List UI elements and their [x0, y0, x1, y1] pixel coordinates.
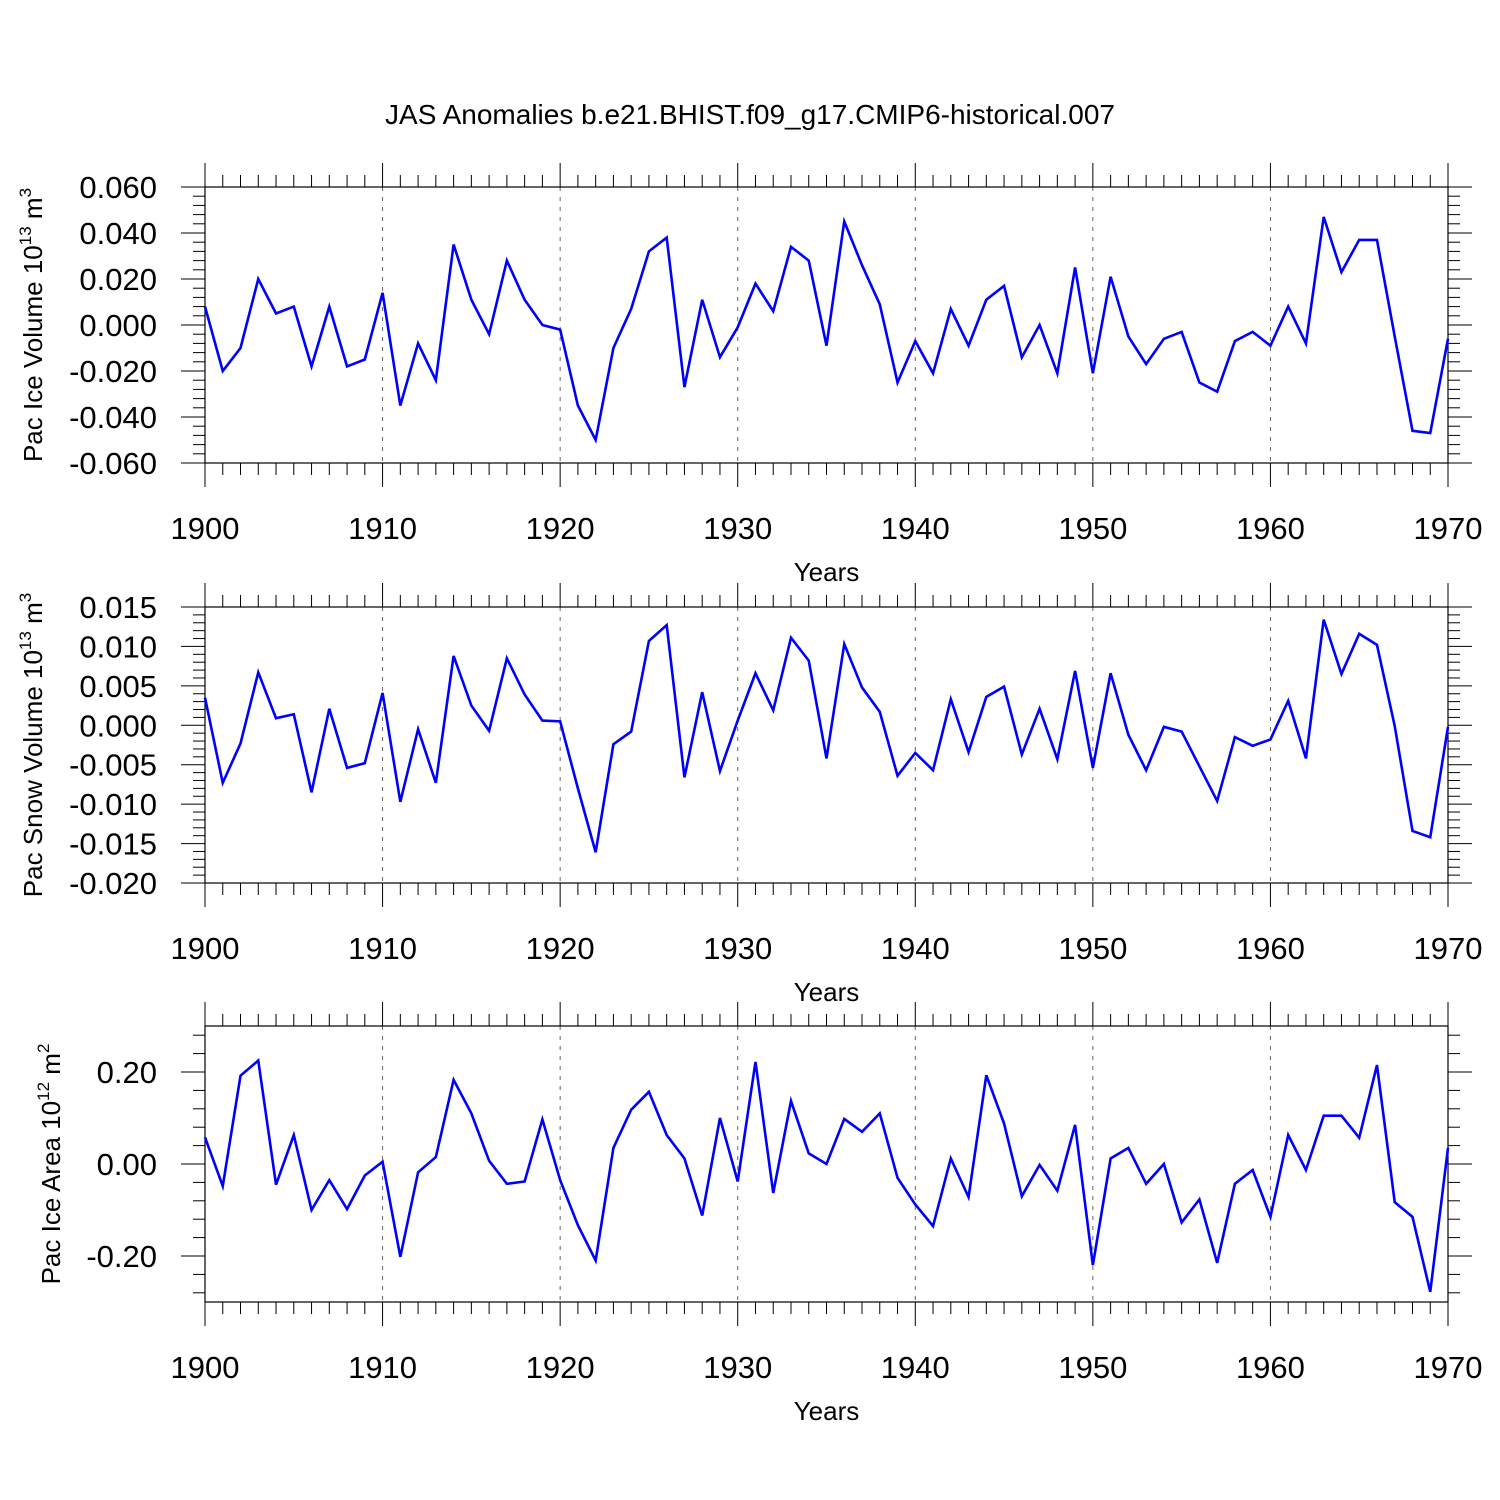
chart-2-x-tick-label: 1960: [1236, 931, 1305, 966]
chart-2-y-axis-title-exp: 13: [16, 631, 35, 650]
chart-3-y-axis-title: Pac Ice Area 1012 m2: [34, 1044, 66, 1285]
chart-3-x-tick-label: 1900: [171, 1350, 240, 1385]
chart-1-x-tick-label: 1970: [1414, 511, 1483, 546]
chart-3-x-tick-label: 1940: [881, 1350, 950, 1385]
chart-2-y-tick-label: -0.020: [69, 866, 157, 901]
chart-1-x-tick-label: 1960: [1236, 511, 1305, 546]
chart-1-y-tick-label: -0.040: [69, 400, 157, 435]
chart-2-x-tick-label: 1970: [1414, 931, 1483, 966]
chart-2-x-tick-label: 1910: [348, 931, 417, 966]
chart-3-y-tick-label: 0.00: [97, 1147, 157, 1182]
chart-3: 1900 1910 1920 1930 1940 1950 1960 1970 -0.20 0.0…: [34, 1002, 1482, 1426]
chart-2-x-tick-label: 1950: [1058, 931, 1127, 966]
chart-2: 1900 1910 1920 1930 1940 1950 1960 1970 -0.020 -0…: [16, 583, 1482, 1007]
chart-1: 1900 1910 1920 1930 1940 1950 1960 1970 -0.060 -0…: [16, 163, 1482, 587]
chart-2-y-tick-label: 0.015: [79, 590, 157, 625]
chart-1-x-tick-label: 1930: [703, 511, 772, 546]
chart-3-x-tick-label: 1910: [348, 1350, 417, 1385]
chart-1-y-axis-title-unit-exp: 3: [16, 188, 35, 197]
chart-2-x-tick-label: 1920: [526, 931, 595, 966]
chart-1-x-tick-label: 1920: [526, 511, 595, 546]
chart-3-y-tick-label: -0.20: [86, 1239, 157, 1274]
chart-2-y-axis-title-text: Pac Snow Volume 10: [18, 650, 48, 897]
chart-3-x-tick-label: 1970: [1414, 1350, 1483, 1385]
chart-2-x-axis-title: Years: [794, 977, 860, 1007]
chart-2-y-axis-title-unit-exp: 3: [16, 593, 35, 602]
chart-2-y-tick-label: -0.010: [69, 787, 157, 822]
chart-3-x-axis-title: Years: [794, 1396, 860, 1426]
chart-3-x-tick-label: 1930: [703, 1350, 772, 1385]
chart-2-y-tick-label: 0.005: [79, 669, 157, 704]
chart-2-y-axis-title-unit: m: [18, 602, 48, 631]
chart-1-y-axis-title: Pac Ice Volume 1013 m3: [16, 188, 48, 462]
chart-panels: 1900 1910 1920 1930 1940 1950 1960 1970 -0.060 -0…: [16, 163, 1482, 1426]
chart-1-y-tick-label: 0.020: [79, 262, 157, 297]
chart-1-x-tick-label: 1910: [348, 511, 417, 546]
chart-2-y-tick-label: -0.005: [69, 748, 157, 783]
chart-1-frame: [204, 186, 1449, 464]
chart-2-x-tick-label: 1940: [881, 931, 950, 966]
chart-2-x-tick-label: 1930: [703, 931, 772, 966]
chart-1-series-line: [203, 216, 1450, 444]
chart-1-y-axis-title-exp: 13: [16, 226, 35, 245]
chart-1-y-tick-label: -0.020: [69, 354, 157, 389]
chart-2-y-axis-title: Pac Snow Volume 1013 m3: [16, 593, 48, 897]
chart-1-y-axis-title-text: Pac Ice Volume 10: [18, 245, 48, 462]
chart-2-y-tick-label: -0.015: [69, 827, 157, 862]
chart-3-series-line: [203, 1057, 1450, 1293]
chart-3-y-tick-label: 0.20: [97, 1055, 157, 1090]
chart-2-x-tick-label: 1900: [171, 931, 240, 966]
chart-1-x-tick-label: 1900: [171, 511, 240, 546]
chart-2-series-line: [203, 619, 1450, 853]
figure-title: JAS Anomalies b.e21.BHIST.f09_g17.CMIP6-…: [385, 99, 1115, 130]
chart-1-y-axis-title-unit: m: [18, 197, 48, 226]
chart-3-y-axis-title-unit: m: [36, 1053, 66, 1082]
chart-2-y-tick-label: 0.000: [79, 708, 157, 743]
chart-3-x-tick-label: 1920: [526, 1350, 595, 1385]
chart-3-y-axis-title-unit-exp: 2: [34, 1044, 53, 1053]
chart-1-x-tick-label: 1940: [881, 511, 950, 546]
chart-3-y-axis-title-text: Pac Ice Area 10: [36, 1101, 66, 1285]
chart-2-y-tick-label: 0.010: [79, 629, 157, 664]
chart-1-x-axis-title: Years: [794, 557, 860, 587]
chart-1-y-tick-label: 0.060: [79, 170, 157, 205]
chart-3-y-axis-title-exp: 12: [34, 1082, 53, 1101]
chart-3-x-tick-label: 1950: [1058, 1350, 1127, 1385]
chart-1-y-tick-label: 0.000: [79, 308, 157, 343]
chart-1-y-tick-label: -0.060: [69, 446, 157, 481]
chart-1-x-tick-label: 1950: [1058, 511, 1127, 546]
chart-1-y-tick-label: 0.040: [79, 216, 157, 251]
chart-3-x-tick-label: 1960: [1236, 1350, 1305, 1385]
